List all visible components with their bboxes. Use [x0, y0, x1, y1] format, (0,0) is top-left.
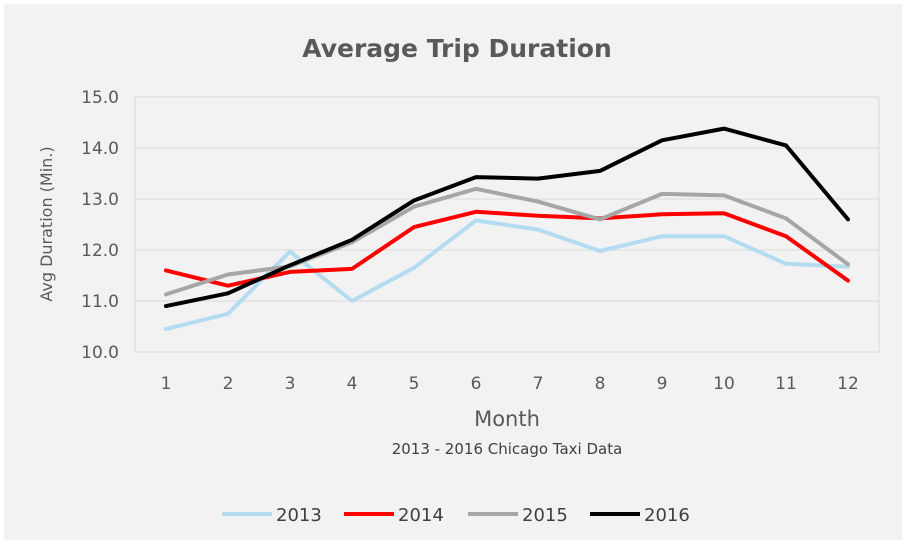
series-line-2013	[164, 218, 850, 332]
axes: 10.011.012.013.014.015.01 2 3 4 5 6 7 8 9 10 11 12	[81, 88, 859, 394]
gridlines	[134, 96, 880, 353]
x-tick-label: 12	[837, 374, 859, 394]
x-tick-label: 3	[285, 374, 296, 394]
chart-title: Average Trip Duration	[302, 34, 612, 63]
x-tick-label: 9	[657, 374, 668, 394]
x-axis-title: Month	[474, 407, 540, 431]
y-axis-title: Avg Duration (Min.)	[37, 146, 56, 301]
series-lines	[164, 126, 850, 332]
y-tick-label: 10.0	[81, 343, 119, 363]
series-line-2016	[164, 126, 850, 309]
x-tick-label: 4	[347, 374, 358, 394]
legend-label-2013: 2013	[276, 505, 322, 526]
legend-label-2015: 2015	[522, 505, 568, 526]
legend-label-2014: 2014	[398, 505, 444, 526]
line-chart: Average Trip Duration 10.011.012.013.014…	[37, 34, 880, 526]
y-tick-label: 14.0	[81, 139, 119, 159]
y-tick-label: 11.0	[81, 292, 119, 312]
y-tick-label: 12.0	[81, 241, 119, 261]
x-tick-label: 2	[223, 374, 234, 394]
y-tick-label: 13.0	[81, 190, 119, 210]
x-tick-label: 5	[409, 374, 420, 394]
x-tick-label: 7	[533, 374, 544, 394]
x-tick-label: 6	[471, 374, 482, 394]
x-tick-label: 8	[595, 374, 606, 394]
x-tick-label: 1	[161, 374, 172, 394]
series-line-2014	[164, 209, 850, 288]
x-tick-label: 10	[713, 374, 735, 394]
legend-label-2016: 2016	[644, 505, 690, 526]
series-line-2015	[164, 186, 850, 297]
x-tick-label: 11	[775, 374, 797, 394]
chart-panel: Average Trip Duration 10.0 11.0 12.0 13.0 14…	[4, 4, 902, 540]
chart-subtitle: 2013 - 2016 Chicago Taxi Data	[392, 440, 623, 458]
y-tick-label: 15.0	[81, 88, 119, 108]
legend: 2013 2014 2015 2016	[222, 505, 690, 526]
